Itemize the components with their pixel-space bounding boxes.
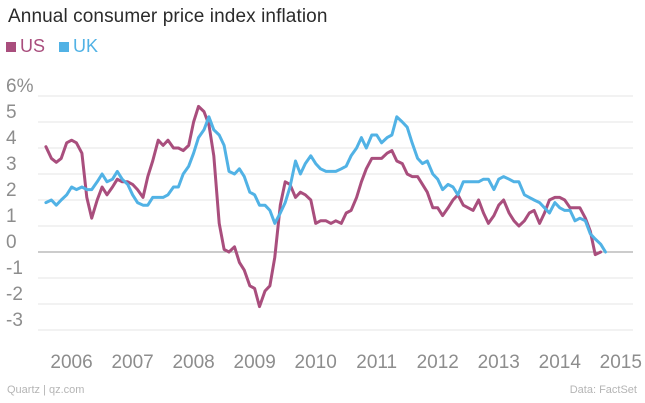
y-tick-label: -2 [6, 284, 23, 305]
y-tick-label: 5 [6, 102, 17, 123]
x-tick-label: 2007 [111, 352, 153, 373]
x-tick-label: 2013 [478, 352, 520, 373]
chart-title: Annual consumer price index inflation [8, 6, 328, 27]
y-tick-label: 3 [6, 154, 17, 175]
data-source: Data: FactSet [569, 384, 637, 396]
y-tick-label: -3 [6, 310, 23, 331]
source-credit: Quartz | qz.com [7, 384, 85, 396]
x-tick-label: 2014 [539, 352, 582, 373]
x-tick-label: 2012 [417, 352, 459, 373]
legend-swatch-us [6, 41, 16, 52]
y-tick-label: 6% [6, 76, 34, 97]
y-tick-label: 0 [6, 232, 17, 253]
x-tick-label: 2009 [234, 352, 276, 373]
x-tick-label: 2010 [295, 352, 337, 373]
legend-label-uk: UK [73, 36, 99, 56]
x-tick-label: 2011 [356, 352, 397, 373]
series-line-uk [44, 115, 607, 254]
x-tick-label: 2015 [600, 352, 642, 373]
x-axis-labels: 2006 2007 2008 2009 2010 2011 2012 2013 2014 2015 [50, 352, 642, 373]
legend-label-us: US [20, 36, 46, 56]
y-tick-label: 2 [6, 180, 17, 201]
legend: US UK [6, 36, 98, 57]
y-axis-labels: 6% 5 4 3 2 1 0 -1 -2 -3 [6, 76, 34, 331]
y-tick-label: 4 [6, 128, 17, 149]
y-tick-label: 1 [6, 206, 17, 227]
series-line-us [44, 104, 603, 309]
x-tick-label: 2008 [172, 352, 214, 373]
legend-swatch-uk [59, 41, 70, 52]
legend-item-uk: UK [59, 36, 98, 57]
x-tick-label: 2006 [50, 352, 92, 373]
legend-item-us: US [6, 36, 45, 57]
series-lines [44, 104, 607, 309]
y-tick-label: -1 [6, 258, 23, 279]
